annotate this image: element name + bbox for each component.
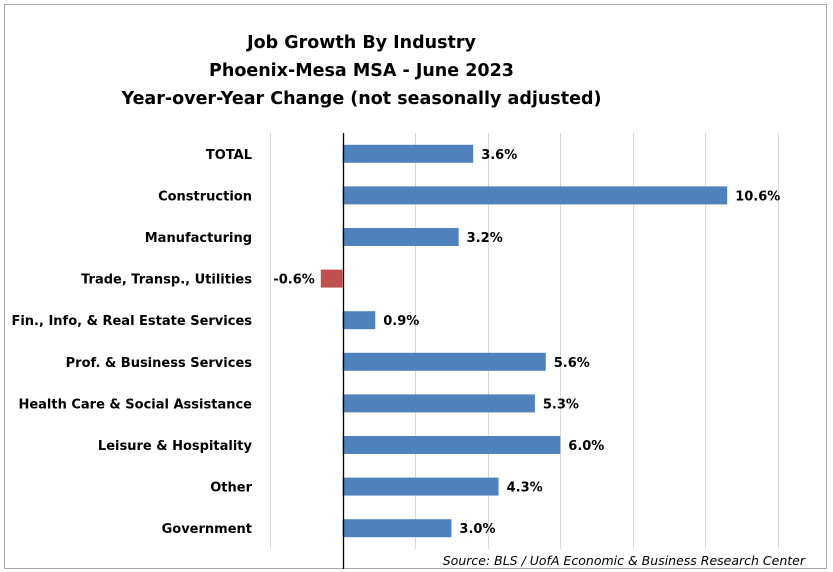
bar [342, 144, 474, 163]
bar [342, 519, 452, 538]
value-label: 4.3% [507, 481, 543, 496]
value-label: 10.6% [735, 189, 780, 204]
chart-title-line-1: Job Growth By Industry [247, 33, 476, 53]
bar [342, 436, 561, 454]
category-label: Health Care & Social Assistance [18, 397, 252, 412]
value-label: 0.9% [383, 314, 419, 329]
value-label: 3.0% [459, 522, 495, 537]
category-label: Manufacturing [145, 231, 252, 246]
value-label: 5.3% [543, 397, 579, 412]
value-label: -0.6% [273, 273, 314, 288]
chart-title-line-2: Phoenix-Mesa MSA - June 2023 [209, 61, 514, 81]
category-label: TOTAL [206, 148, 252, 163]
category-label: Construction [158, 189, 252, 204]
bar [342, 186, 728, 205]
bar [342, 311, 376, 330]
source-note: Source: BLS / UofA Economic & Business R… [442, 553, 805, 568]
bar [342, 228, 459, 246]
value-label: 5.6% [554, 356, 590, 371]
value-label: 3.6% [481, 148, 517, 163]
bar [342, 352, 546, 371]
category-label: Government [162, 522, 252, 537]
value-label: 3.2% [467, 231, 503, 246]
category-label: Leisure & Hospitality [98, 439, 253, 454]
bar [342, 477, 499, 496]
bar [342, 394, 535, 413]
chart-title-line-3: Year-over-Year Change (not seasonally ad… [121, 89, 602, 109]
category-label: Fin., Info, & Real Estate Services [11, 314, 252, 329]
bar [320, 269, 343, 288]
category-label: Other [210, 481, 252, 496]
category-label: Trade, Transp., Utilities [81, 273, 252, 288]
category-label: Prof. & Business Services [66, 356, 253, 371]
value-label: 6.0% [568, 439, 604, 454]
